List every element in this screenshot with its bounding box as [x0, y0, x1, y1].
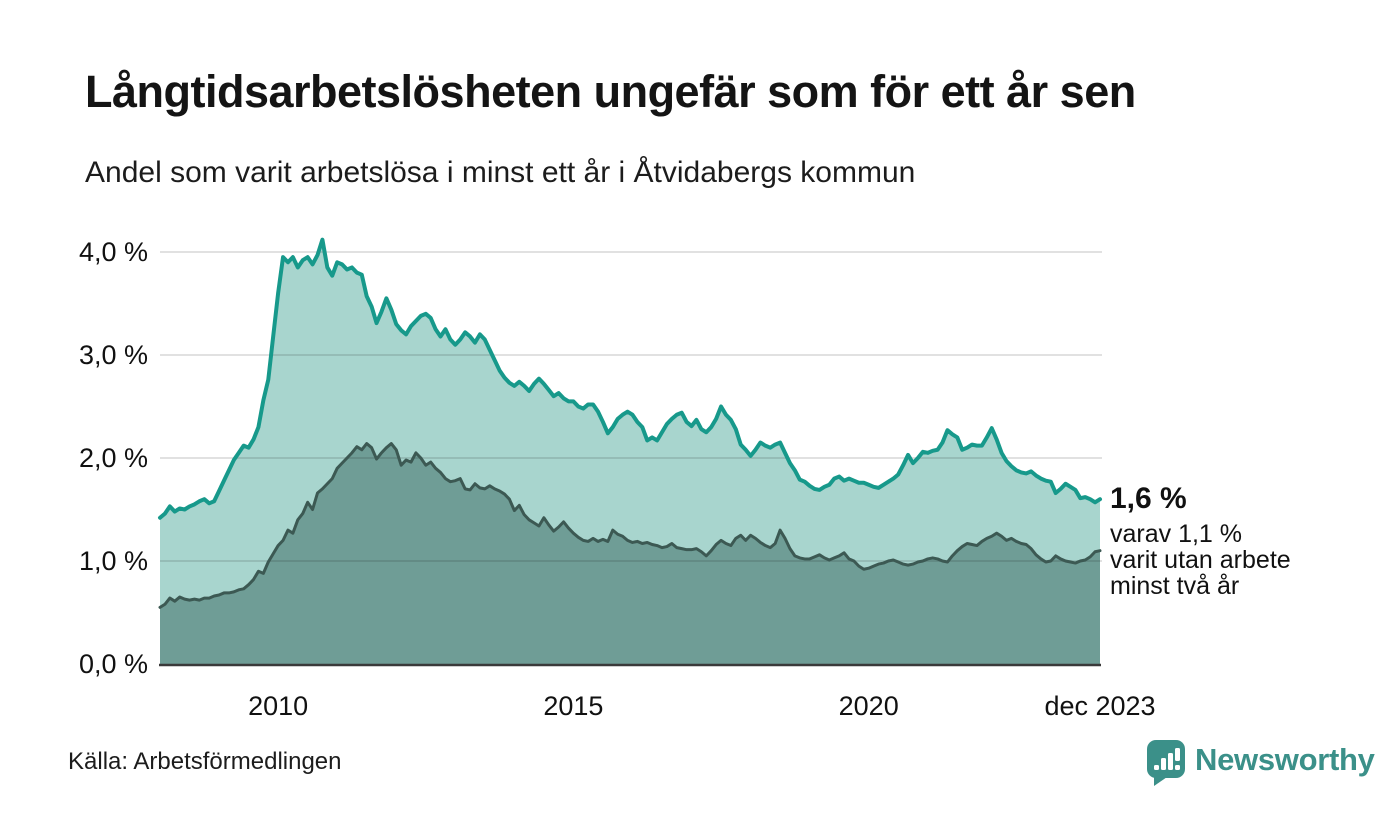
page-title: Långtidsarbetslösheten ungefär som för e…	[85, 66, 1136, 117]
newsworthy-logo-icon	[1147, 740, 1185, 786]
total-line	[158, 237, 1102, 520]
newsworthy-logo: Newsworthy	[1146, 739, 1375, 787]
annotation-value: 1,6 %	[1110, 482, 1187, 515]
annotation-description-line: varav 1,1 %	[1110, 520, 1243, 548]
page-subtitle: Andel som varit arbetslösa i minst ett å…	[85, 156, 916, 189]
end-value-annotation: 1,6 % varav 1,1 % varit utan arbete mins…	[1110, 482, 1291, 599]
annotation-description-line: minst två år	[1110, 572, 1240, 600]
newsworthy-logo-text: Newsworthy	[1195, 742, 1375, 777]
two-year-line	[158, 442, 1102, 609]
source-note: Källa: Arbetsförmedlingen	[68, 748, 342, 775]
annotation-description-line: varit utan arbete	[1110, 546, 1291, 574]
two-year-area	[160, 443, 1100, 664]
